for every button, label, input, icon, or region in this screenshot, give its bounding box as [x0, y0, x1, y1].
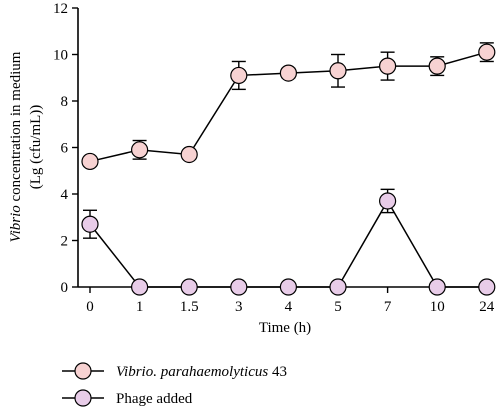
- series-0: [81, 42, 496, 171]
- legend-item-1: Phage added: [62, 389, 193, 407]
- series-layer: [81, 42, 496, 296]
- x-axis-title: Time (h): [259, 320, 311, 336]
- y-axis-title: Vibrio concentration in medium (Lg (cfu/…: [8, 51, 44, 242]
- x-tick-label: 1.5: [180, 299, 199, 315]
- x-tick-label: 1: [136, 299, 144, 315]
- legend-marker-0: [74, 362, 92, 380]
- y-tick-label: 10: [53, 48, 68, 64]
- x-tick-label: 3: [235, 299, 243, 315]
- series-line-1: [89, 199, 487, 288]
- x-tick-label: 7: [384, 299, 392, 315]
- y-axis-title-italic: Vibrio: [8, 205, 24, 243]
- y-tick-label: 8: [61, 94, 69, 110]
- data-point: [279, 64, 297, 82]
- data-point: [379, 57, 397, 75]
- x-tick-label: 4: [285, 299, 293, 315]
- y-axis-title-line1: Vibrio concentration in medium: [8, 51, 24, 242]
- data-point: [131, 278, 149, 296]
- y-tick-label: 2: [61, 234, 69, 250]
- x-tick-label: 0: [86, 299, 94, 315]
- data-point: [428, 278, 446, 296]
- data-point: [478, 278, 496, 296]
- y-tick-label: 6: [61, 141, 69, 157]
- data-point: [379, 192, 397, 210]
- y-axis-title-rest: concentration in medium: [8, 51, 24, 205]
- y-tick-label: 4: [61, 187, 69, 203]
- y-tick-label: 12: [53, 1, 68, 17]
- series-1: [81, 188, 496, 296]
- data-point: [81, 215, 99, 233]
- data-point: [230, 278, 248, 296]
- data-point: [131, 141, 149, 159]
- x-tick-label: 24: [479, 299, 495, 315]
- data-point: [478, 43, 496, 61]
- data-point: [329, 62, 347, 80]
- legend-marker-1: [74, 389, 92, 407]
- data-point: [180, 278, 198, 296]
- legend-label-0-italic: Vibrio. parahaemolyticus: [116, 364, 268, 380]
- legend-label-1: Phage added: [116, 391, 193, 407]
- data-point: [180, 145, 198, 164]
- x-tick-label: 10: [430, 299, 445, 315]
- legend-item-0: Vibrio. parahaemolyticus 43: [62, 362, 287, 380]
- y-tick-label: 0: [61, 280, 69, 296]
- data-point: [279, 278, 297, 296]
- data-point: [329, 278, 347, 296]
- legend-label-0-rest: 43: [268, 364, 287, 380]
- y-axis-title-line2: (Lg (cfu/mL)): [28, 105, 44, 190]
- x-tick-label: 5: [334, 299, 342, 315]
- data-point: [81, 152, 99, 171]
- legend-label-0: Vibrio. parahaemolyticus 43: [116, 364, 287, 380]
- data-point: [230, 66, 248, 85]
- y-ticks: 0 2 4 6 8 10 12: [53, 1, 78, 296]
- data-point: [428, 57, 446, 75]
- legend: Vibrio. parahaemolyticus 43 Phage added: [62, 362, 287, 407]
